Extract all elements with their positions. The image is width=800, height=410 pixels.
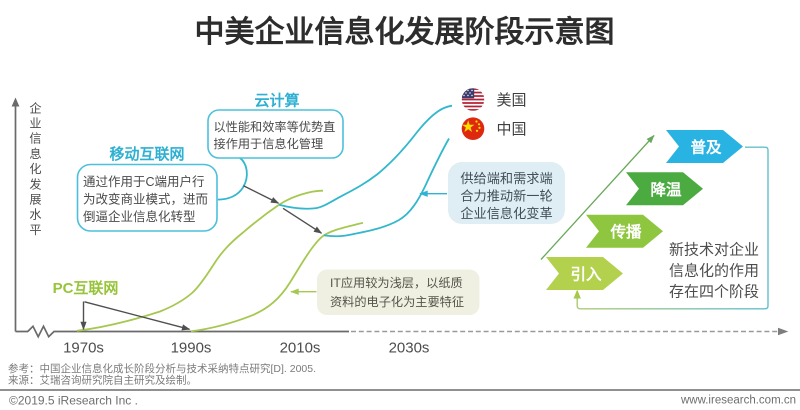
- svg-text:©2019.5 iResearch Inc .: ©2019.5 iResearch Inc .: [9, 394, 138, 408]
- svg-text:2010s: 2010s: [280, 340, 321, 357]
- svg-text:1990s: 1990s: [171, 340, 212, 357]
- svg-text:普及: 普及: [690, 138, 722, 157]
- svg-text:资料的电子化为主要特征: 资料的电子化为主要特征: [330, 294, 464, 309]
- svg-text:降温: 降温: [650, 180, 682, 199]
- svg-text:引入: 引入: [570, 266, 602, 284]
- svg-text:企: 企: [29, 100, 41, 115]
- svg-text:通过作用于C端用户行: 通过作用于C端用户行: [83, 174, 205, 189]
- svg-text:www.iresearch.com.cn: www.iresearch.com.cn: [680, 395, 796, 407]
- svg-text:1970s: 1970s: [63, 340, 104, 357]
- svg-text:以性能和效率等优势直: 以性能和效率等优势直: [214, 119, 336, 134]
- svg-text:发: 发: [29, 176, 41, 191]
- svg-text:信息化的作用: 信息化的作用: [669, 262, 759, 279]
- svg-text:平: 平: [29, 223, 41, 237]
- svg-text:移动互联网: 移动互联网: [109, 145, 184, 163]
- svg-text:供给端和需求端: 供给端和需求端: [460, 171, 552, 186]
- svg-text:参考：中国企业信息化成长阶段分析与技术采纳特点研究[D].: 参考：中国企业信息化成长阶段分析与技术采纳特点研究[D]. 2005.: [8, 362, 316, 375]
- svg-text:云计算: 云计算: [254, 92, 299, 110]
- svg-text:中美企业信息化发展阶段示意图: 中美企业信息化发展阶段示意图: [195, 15, 615, 49]
- svg-text:美国: 美国: [497, 92, 527, 109]
- svg-text:中国: 中国: [497, 121, 527, 138]
- svg-text:IT应用较为浅层，以纸质: IT应用较为浅层，以纸质: [330, 275, 463, 290]
- svg-text:2030s: 2030s: [389, 340, 430, 357]
- svg-text:息: 息: [29, 146, 41, 161]
- svg-text:为改变商业模式，进而: 为改变商业模式，进而: [83, 192, 208, 207]
- svg-text:企业信息化变革: 企业信息化变革: [460, 205, 552, 221]
- svg-text:合力推动新一轮: 合力推动新一轮: [460, 189, 552, 204]
- svg-text:业: 业: [29, 117, 41, 131]
- svg-text:PC互联网: PC互联网: [53, 280, 119, 297]
- svg-text:来源：艾瑞咨询研究院自主研究及绘制。: 来源：艾瑞咨询研究院自主研究及绘制。: [8, 374, 197, 387]
- svg-text:信: 信: [29, 132, 41, 146]
- svg-text:化: 化: [29, 162, 41, 176]
- svg-text:新技术对企业: 新技术对企业: [669, 240, 759, 258]
- svg-text:展: 展: [29, 193, 41, 207]
- svg-text:接作用于信息化管理: 接作用于信息化管理: [214, 136, 324, 151]
- svg-text:水: 水: [29, 208, 41, 222]
- svg-text:倒逼企业信息化转型: 倒逼企业信息化转型: [83, 209, 196, 224]
- svg-text:传播: 传播: [609, 222, 642, 241]
- svg-text:存在四个阶段: 存在四个阶段: [669, 283, 759, 300]
